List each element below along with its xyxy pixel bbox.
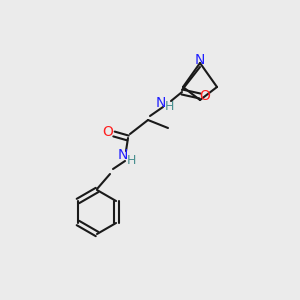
Text: H: H <box>164 100 174 113</box>
Text: O: O <box>103 125 113 139</box>
Text: O: O <box>200 89 210 103</box>
Text: N: N <box>118 148 128 162</box>
Text: H: H <box>126 154 136 166</box>
Text: N: N <box>195 53 205 67</box>
Text: N: N <box>156 96 166 110</box>
